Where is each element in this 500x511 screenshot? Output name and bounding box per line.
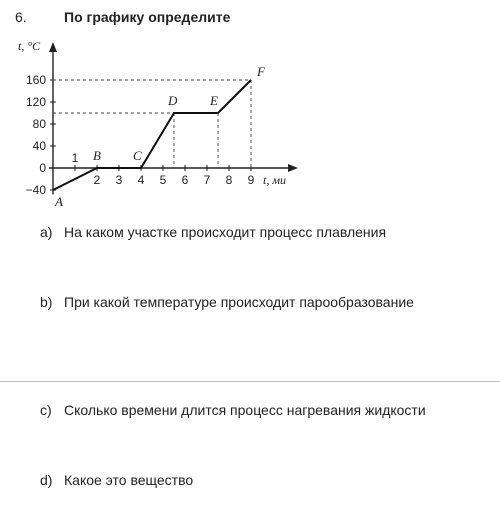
y-tick-label: 120 bbox=[26, 95, 46, 109]
x-tick-label: 4 bbox=[138, 173, 145, 187]
point-label-d: D bbox=[167, 93, 178, 108]
point-label-c: C bbox=[133, 148, 142, 163]
question-d-text: Какое это вещество bbox=[64, 472, 194, 488]
point-label-a: A bbox=[54, 194, 63, 209]
x-tick-label: 3 bbox=[116, 173, 123, 187]
question-c-label: c) bbox=[40, 402, 52, 418]
task-number: 6. bbox=[15, 9, 27, 25]
question-a-text: На каком участке происходит процесс плав… bbox=[64, 224, 387, 240]
y-axis-arrow bbox=[49, 42, 57, 52]
y-tick-label: −40 bbox=[26, 183, 47, 197]
x-axis-title: t, ми bbox=[263, 173, 286, 187]
point-label-e: E bbox=[209, 93, 218, 108]
x-tick-label: 1 bbox=[72, 151, 79, 165]
y-tick-label: 80 bbox=[33, 117, 47, 131]
question-b: b) При какой температуре происходит пароо… bbox=[40, 294, 414, 310]
divider bbox=[0, 381, 500, 382]
x-axis-arrow bbox=[288, 164, 298, 172]
task-title: По графику определите bbox=[64, 9, 231, 25]
y-tick-label: 160 bbox=[26, 73, 46, 87]
x-tick-label: 5 bbox=[160, 173, 167, 187]
point-label-b: B bbox=[93, 148, 101, 163]
question-d: d) Какое это вещество bbox=[40, 472, 193, 488]
x-tick-label: 6 bbox=[182, 173, 189, 187]
x-tick-label: 8 bbox=[226, 173, 233, 187]
question-a: a) На каком участке происходит процесс пл… bbox=[40, 224, 386, 240]
y-axis-title: t, °C bbox=[18, 39, 41, 53]
question-c: c) Сколько времени длится процесс нагрева… bbox=[40, 402, 426, 418]
question-d-label: d) bbox=[40, 472, 53, 488]
x-tick-label: 2 bbox=[94, 173, 101, 187]
question-b-label: b) bbox=[40, 294, 53, 310]
heating-curve-line bbox=[52, 79, 252, 191]
temperature-time-chart: 160 120 80 40 0 −40 1 2 3 4 5 6 7 8 9 t, °C t, ми A B C D E F bbox=[18, 39, 298, 209]
question-c-text: Сколько времени длится процесс нагревани… bbox=[64, 402, 426, 418]
y-tick-label: 0 bbox=[39, 161, 46, 175]
y-tick-label: 40 bbox=[33, 139, 47, 153]
question-a-label: a) bbox=[40, 224, 53, 240]
point-label-f: F bbox=[256, 64, 266, 79]
x-tick-label: 9 bbox=[248, 173, 255, 187]
x-tick-label: 7 bbox=[204, 173, 211, 187]
question-b-text: При какой температуре происходит парообр… bbox=[64, 294, 414, 310]
